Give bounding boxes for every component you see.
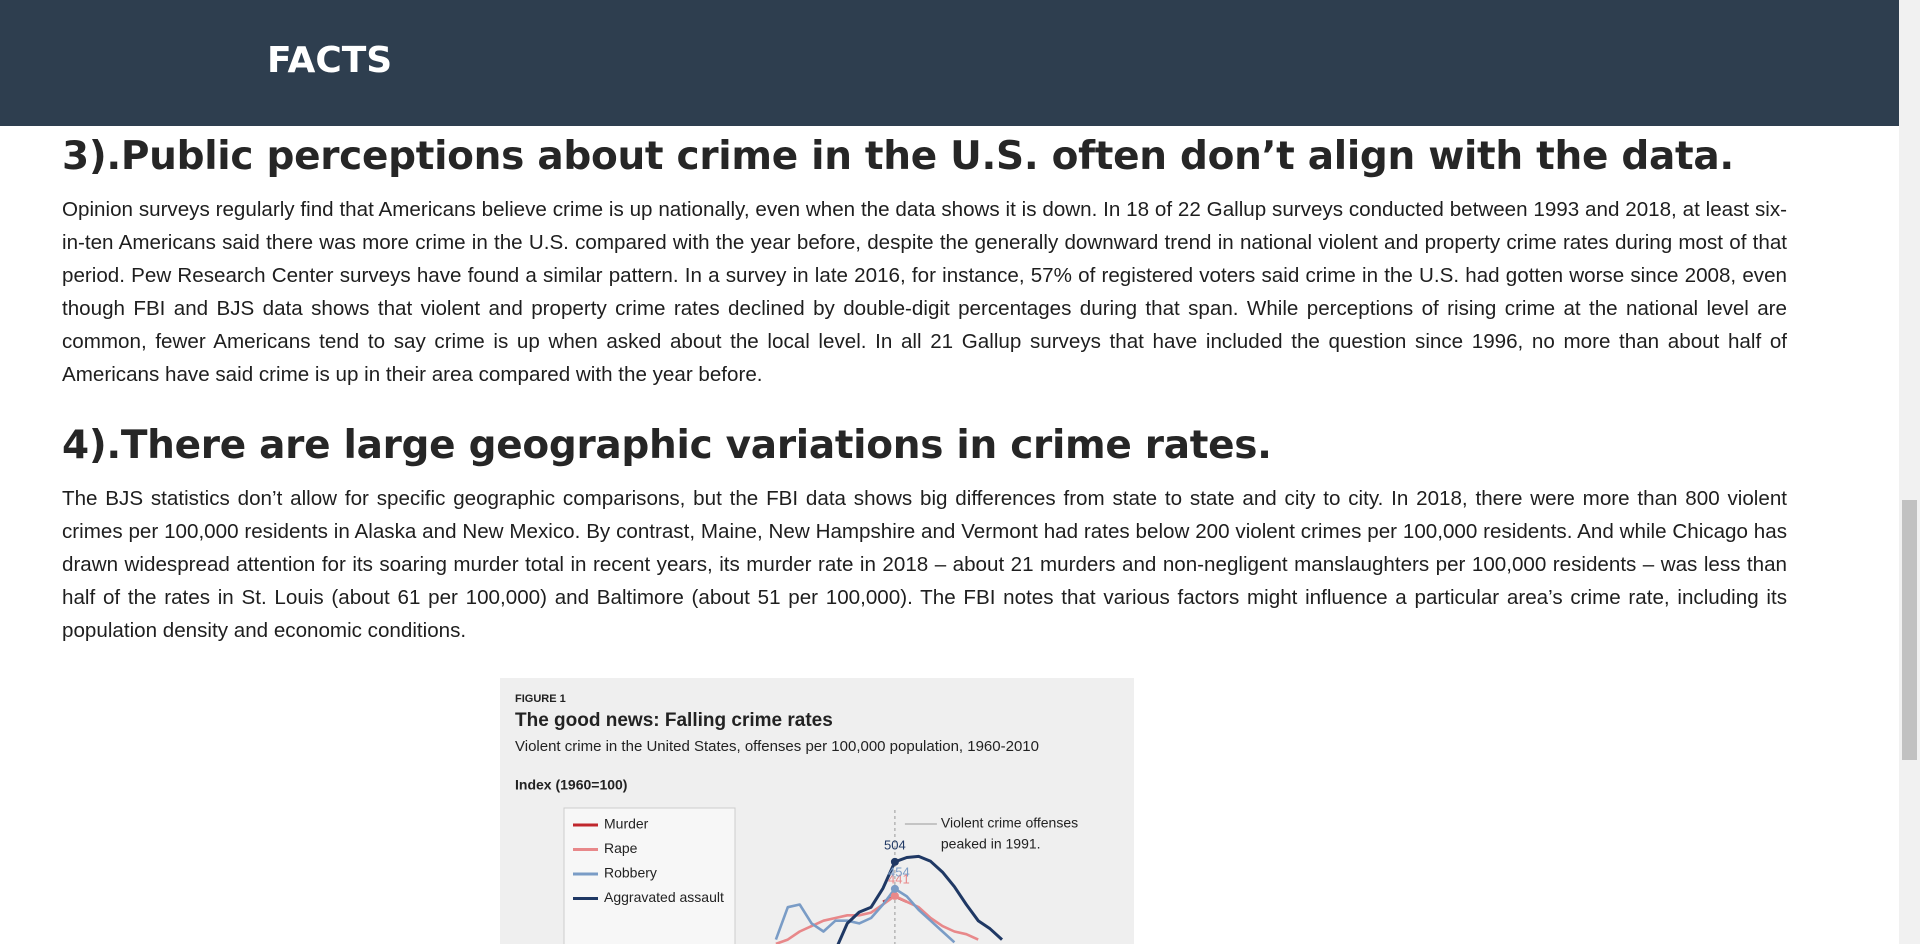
data-point bbox=[890, 857, 899, 866]
section-paragraph: Opinion surveys regularly find that Amer… bbox=[62, 198, 1787, 386]
section-heading: 3).Public perceptions about crime in the… bbox=[62, 134, 1734, 179]
data-label: 504 bbox=[884, 837, 906, 852]
scrollbar-thumb[interactable] bbox=[1902, 500, 1917, 760]
scrollbar[interactable] bbox=[1899, 0, 1920, 944]
series-line bbox=[774, 887, 956, 944]
series-line bbox=[836, 854, 1004, 944]
chart-subtitle: Violent crime in the United States, offe… bbox=[515, 738, 1039, 755]
section-paragraph: The BJS statistics don’t allow for speci… bbox=[62, 487, 1787, 642]
y-axis-label: Index (1960=100) bbox=[515, 777, 627, 793]
figure-label: FIGURE 1 bbox=[515, 693, 566, 705]
data-label: 441 bbox=[888, 871, 910, 886]
data-point bbox=[890, 884, 899, 893]
series-line bbox=[775, 894, 979, 944]
annotation-text: Violent crime offenses bbox=[941, 815, 1078, 831]
annotation-text: peaked in 1991. bbox=[941, 836, 1041, 852]
header-title[interactable]: FACTS bbox=[267, 40, 393, 81]
legend-label: Robbery bbox=[604, 865, 657, 881]
chart-title: The good news: Falling crime rates bbox=[515, 710, 833, 731]
legend-label: Rape bbox=[604, 840, 638, 856]
legend-label: Murder bbox=[604, 816, 649, 832]
data-label: 454 bbox=[888, 864, 910, 879]
legend-box bbox=[563, 807, 736, 944]
data-point bbox=[890, 891, 899, 900]
legend-label: Aggravated assault bbox=[604, 889, 724, 905]
figure: FIGURE 1 The good news: Falling crime ra… bbox=[500, 678, 1134, 944]
header: FACTS bbox=[0, 0, 1920, 126]
section-heading: 4).There are large geographic variations… bbox=[62, 423, 1272, 468]
